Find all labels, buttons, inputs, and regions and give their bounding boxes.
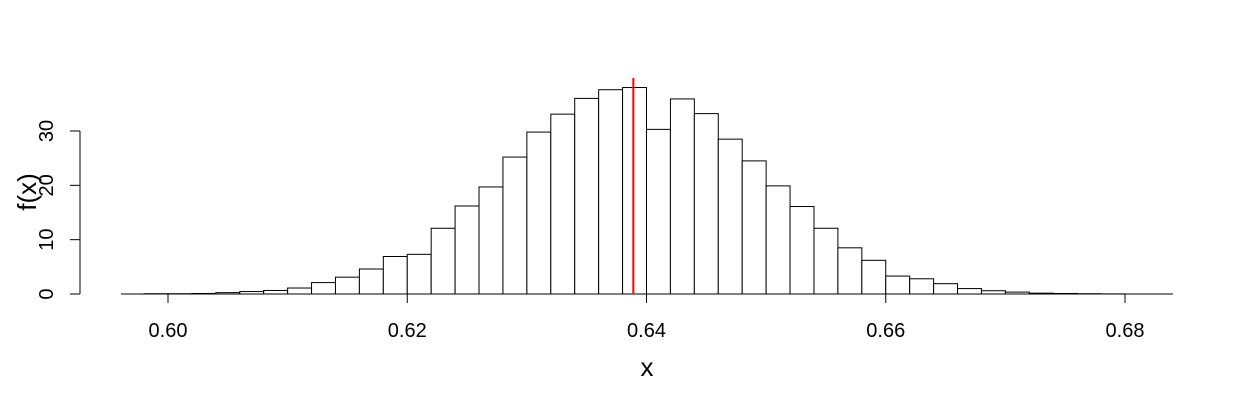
histogram-bar (957, 288, 982, 295)
histogram-bars (143, 87, 1126, 295)
histogram-bar (717, 138, 743, 295)
x-tick-label: 0.60 (149, 320, 188, 342)
y-axis-ticks: 0 10 20 30 (36, 120, 80, 300)
x-tick-label: 0.66 (866, 320, 905, 342)
histogram-bar (885, 275, 911, 295)
histogram-bar (933, 283, 959, 295)
histogram-bar (598, 89, 624, 295)
histogram-bar (741, 160, 767, 295)
histogram-bar (550, 113, 576, 295)
histogram-bar (669, 98, 695, 295)
histogram-bar (837, 247, 863, 295)
histogram-bar (358, 268, 384, 295)
x-tick-label: 0.68 (1106, 320, 1145, 342)
histogram-bar (478, 186, 504, 295)
histogram-bar (406, 253, 432, 295)
histogram-bar (454, 205, 480, 295)
histogram-bar (382, 256, 408, 295)
histogram-bar (813, 227, 839, 295)
y-tick-label: 30 (36, 120, 58, 142)
histogram-bar (646, 128, 671, 295)
histogram-bar (622, 87, 648, 295)
histogram-bar (574, 97, 600, 295)
x-axis-ticks: 0.60 0.62 0.64 0.66 0.68 (149, 294, 1145, 342)
histogram-bar (502, 156, 528, 295)
histogram-bar (909, 278, 935, 295)
y-axis-title: f(x) (12, 173, 42, 211)
histogram-bar (430, 227, 456, 295)
y-tick-label: 0 (36, 288, 58, 299)
histogram-bar (287, 287, 313, 295)
x-axis-title: x (641, 352, 654, 382)
histogram-bar (311, 282, 336, 295)
x-tick-label: 0.64 (627, 320, 666, 342)
x-tick-label: 0.62 (388, 320, 427, 342)
histogram-bar (526, 131, 552, 295)
histogram-bar (861, 259, 887, 295)
y-tick-label: 10 (36, 229, 58, 251)
histogram-bar (789, 206, 815, 295)
histogram-bar (334, 276, 360, 295)
histogram-bar (693, 113, 719, 295)
histogram-bar (765, 185, 791, 295)
y-tick-label: 20 (36, 174, 58, 196)
histogram-bar (263, 289, 289, 295)
